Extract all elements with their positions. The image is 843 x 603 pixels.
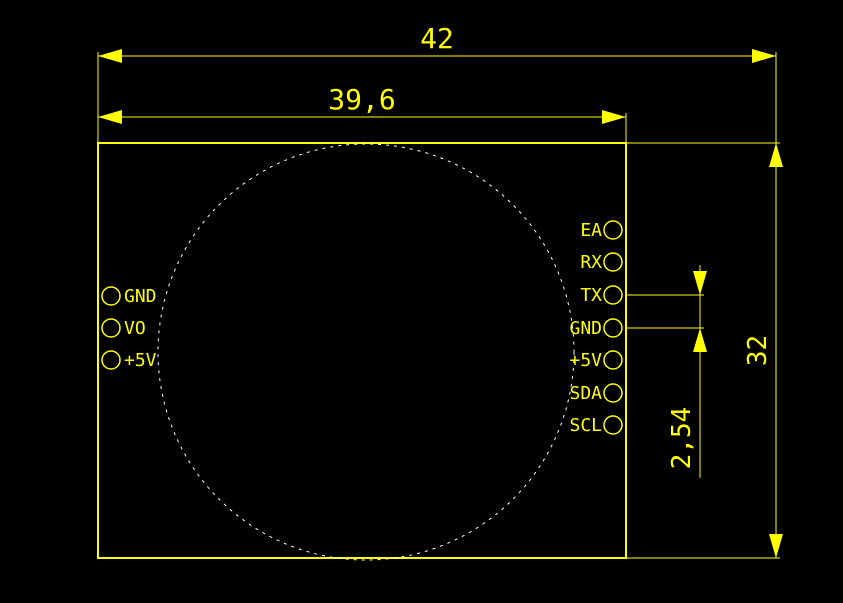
dim-label: 39,6 [328, 83, 395, 116]
pin-label: SDA [569, 383, 602, 404]
board-outline [98, 143, 626, 558]
dim-arrow [693, 328, 707, 352]
dim-arrow [98, 49, 122, 63]
pin-label: +5V [124, 350, 157, 371]
pin-circle [102, 319, 120, 337]
dim-arrow [693, 271, 707, 295]
pin-circle [604, 253, 622, 271]
dim-arrow [602, 110, 626, 124]
dim-arrow [769, 143, 783, 167]
pin-label: TX [580, 285, 602, 306]
pin-circle [604, 416, 622, 434]
dim-arrow [769, 534, 783, 558]
pin-label: GND [124, 286, 157, 307]
pin-circle [102, 287, 120, 305]
pin-label: VO [124, 318, 146, 339]
dim-label: 32 [743, 335, 773, 366]
pin-circle [604, 221, 622, 239]
pin-circle [604, 384, 622, 402]
dim-label: 2,54 [667, 407, 697, 470]
dim-arrow [752, 49, 776, 63]
pin-circle [604, 351, 622, 369]
pin-circle [604, 319, 622, 337]
fan-circle [158, 144, 574, 560]
technical-drawing: 42 39,6 32 2,54 GND VO +5V EA RX TX GND +5V SDA SCL [0, 0, 843, 603]
dim-arrow [98, 110, 122, 124]
dim-label: 42 [420, 22, 454, 55]
pin-circle [604, 286, 622, 304]
pin-label: GND [569, 318, 602, 339]
pin-label: +5V [569, 350, 602, 371]
pin-label: SCL [569, 415, 602, 436]
pin-label: RX [580, 252, 602, 273]
pin-circle [102, 351, 120, 369]
pin-label: EA [580, 220, 602, 241]
